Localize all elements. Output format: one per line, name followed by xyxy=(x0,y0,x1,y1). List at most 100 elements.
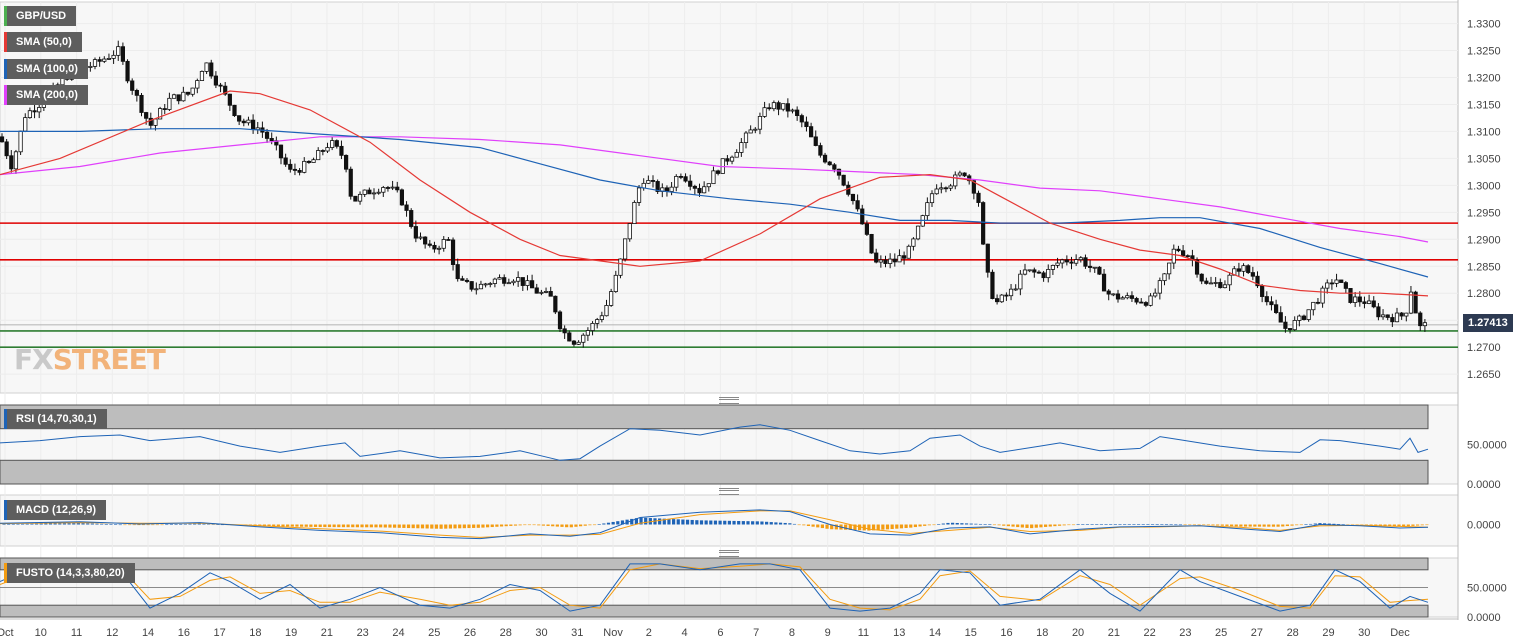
main-y-tick-label: 1.2950 xyxy=(1467,207,1501,219)
macd-histogram-bar xyxy=(876,524,880,531)
macd-histogram-bar xyxy=(774,522,778,525)
macd-histogram-bar xyxy=(565,524,569,528)
candle-body xyxy=(618,258,623,276)
candle-body xyxy=(1380,314,1386,318)
macd-histogram-bar xyxy=(1239,524,1243,527)
candle-body xyxy=(404,204,409,211)
main-y-tick-label: 1.3300 xyxy=(1467,19,1501,31)
macd-histogram-bar xyxy=(81,523,85,525)
candle-body xyxy=(162,108,167,110)
main-y-tick-label: 1.3200 xyxy=(1467,73,1501,85)
candle-body xyxy=(1413,291,1418,314)
legend-rsi-swatch xyxy=(4,409,7,429)
x-tick-label: 31 xyxy=(571,627,583,639)
macd-histogram-bar xyxy=(118,524,122,526)
candle-body xyxy=(1227,274,1232,286)
macd-histogram-bar xyxy=(1062,524,1066,526)
macd-histogram-bar xyxy=(202,523,206,525)
macd-histogram-bar xyxy=(704,520,708,525)
macd-histogram-bar xyxy=(527,524,532,526)
candle-body xyxy=(1069,261,1074,264)
candle-body xyxy=(213,75,218,86)
candle-body xyxy=(302,160,307,173)
x-tick-label: 22 xyxy=(1143,627,1155,639)
macd-histogram-bar xyxy=(346,524,350,528)
x-tick-label: 19 xyxy=(285,627,297,639)
panel-resize-handle-fusto[interactable] xyxy=(719,550,739,557)
candle-body xyxy=(850,193,856,202)
candle-body xyxy=(0,136,5,143)
macd-histogram-bar xyxy=(709,520,713,525)
candle-body xyxy=(1213,282,1218,284)
candle-body xyxy=(697,187,702,194)
macd-histogram-bar xyxy=(881,524,885,530)
macd-histogram-bar xyxy=(30,523,34,525)
candle-body xyxy=(650,180,656,182)
candle-body xyxy=(1334,279,1339,284)
candle-body xyxy=(516,277,521,282)
macd-histogram-bar xyxy=(797,524,801,526)
macd-histogram-bar xyxy=(1411,524,1415,526)
macd-histogram-bar xyxy=(802,524,806,526)
candle-body xyxy=(1115,293,1121,300)
macd-histogram-bar xyxy=(100,523,104,525)
macd-histogram-bar xyxy=(555,524,559,527)
macd-histogram-bar xyxy=(1118,524,1122,525)
macd-histogram-bar xyxy=(313,524,318,527)
candle-body xyxy=(88,65,93,68)
macd-histogram-bar xyxy=(411,524,415,529)
macd-histogram-bar xyxy=(890,524,894,530)
macd-histogram-bar xyxy=(1234,524,1238,527)
candle-body xyxy=(176,94,181,102)
main-y-tick-label: 1.3100 xyxy=(1467,126,1501,138)
macd-histogram-bar xyxy=(913,524,917,528)
candle-body xyxy=(818,145,823,156)
candle-body xyxy=(167,97,172,110)
panel-resize-handle-macd[interactable] xyxy=(719,488,739,495)
candle-body xyxy=(334,140,339,147)
macd-histogram-bar xyxy=(462,524,466,529)
legend-sma-200: SMA (200,0) xyxy=(4,85,88,105)
macd-histogram-bar xyxy=(1099,524,1103,525)
candle-body xyxy=(632,202,637,224)
macd-histogram-bar xyxy=(132,524,136,526)
candle-body xyxy=(409,210,414,227)
macd-histogram-bar xyxy=(11,523,15,525)
candle-body xyxy=(655,181,660,192)
fusto-overbought-band xyxy=(0,557,1429,571)
macd-histogram-bar xyxy=(467,524,471,529)
brand-suffix: STREET xyxy=(52,343,166,376)
macd-histogram-bar xyxy=(672,519,676,525)
macd-histogram-bar xyxy=(420,524,425,529)
macd-histogram-bar xyxy=(295,524,299,527)
macd-histogram-bar xyxy=(1113,524,1117,525)
macd-histogram-bar xyxy=(1299,524,1303,526)
macd-histogram-bar xyxy=(1109,524,1113,525)
candle-body xyxy=(441,239,446,249)
candle-body xyxy=(827,161,832,166)
macd-histogram-bar xyxy=(416,524,420,529)
candle-body xyxy=(502,277,507,284)
macd-histogram-bar xyxy=(1197,524,1201,526)
candle-body xyxy=(585,330,591,336)
macd-histogram-bar xyxy=(1034,524,1038,528)
macd-histogram-bar xyxy=(504,524,508,527)
macd-histogram-bar xyxy=(1076,524,1080,525)
x-tick-label: 30 xyxy=(535,627,547,639)
legend-gbpusd: GBP/USD xyxy=(4,6,77,26)
candle-body xyxy=(1060,259,1065,264)
macd-histogram-bar xyxy=(1020,524,1024,528)
brand-prefix: FX xyxy=(14,343,54,376)
candle-body xyxy=(1101,273,1107,292)
macd-histogram-bar xyxy=(160,524,164,526)
macd-histogram-bar xyxy=(304,524,308,527)
indicator-bands xyxy=(0,404,1429,618)
macd-histogram-bar xyxy=(262,524,266,527)
candle-body xyxy=(1120,297,1125,300)
x-tick-label: 23 xyxy=(357,627,369,639)
panel-resize-handle-rsi[interactable] xyxy=(719,397,739,404)
candle-body xyxy=(506,282,511,285)
candle-body xyxy=(1255,275,1260,287)
candle-body xyxy=(683,176,688,182)
macd-histogram-bar xyxy=(1341,524,1345,525)
